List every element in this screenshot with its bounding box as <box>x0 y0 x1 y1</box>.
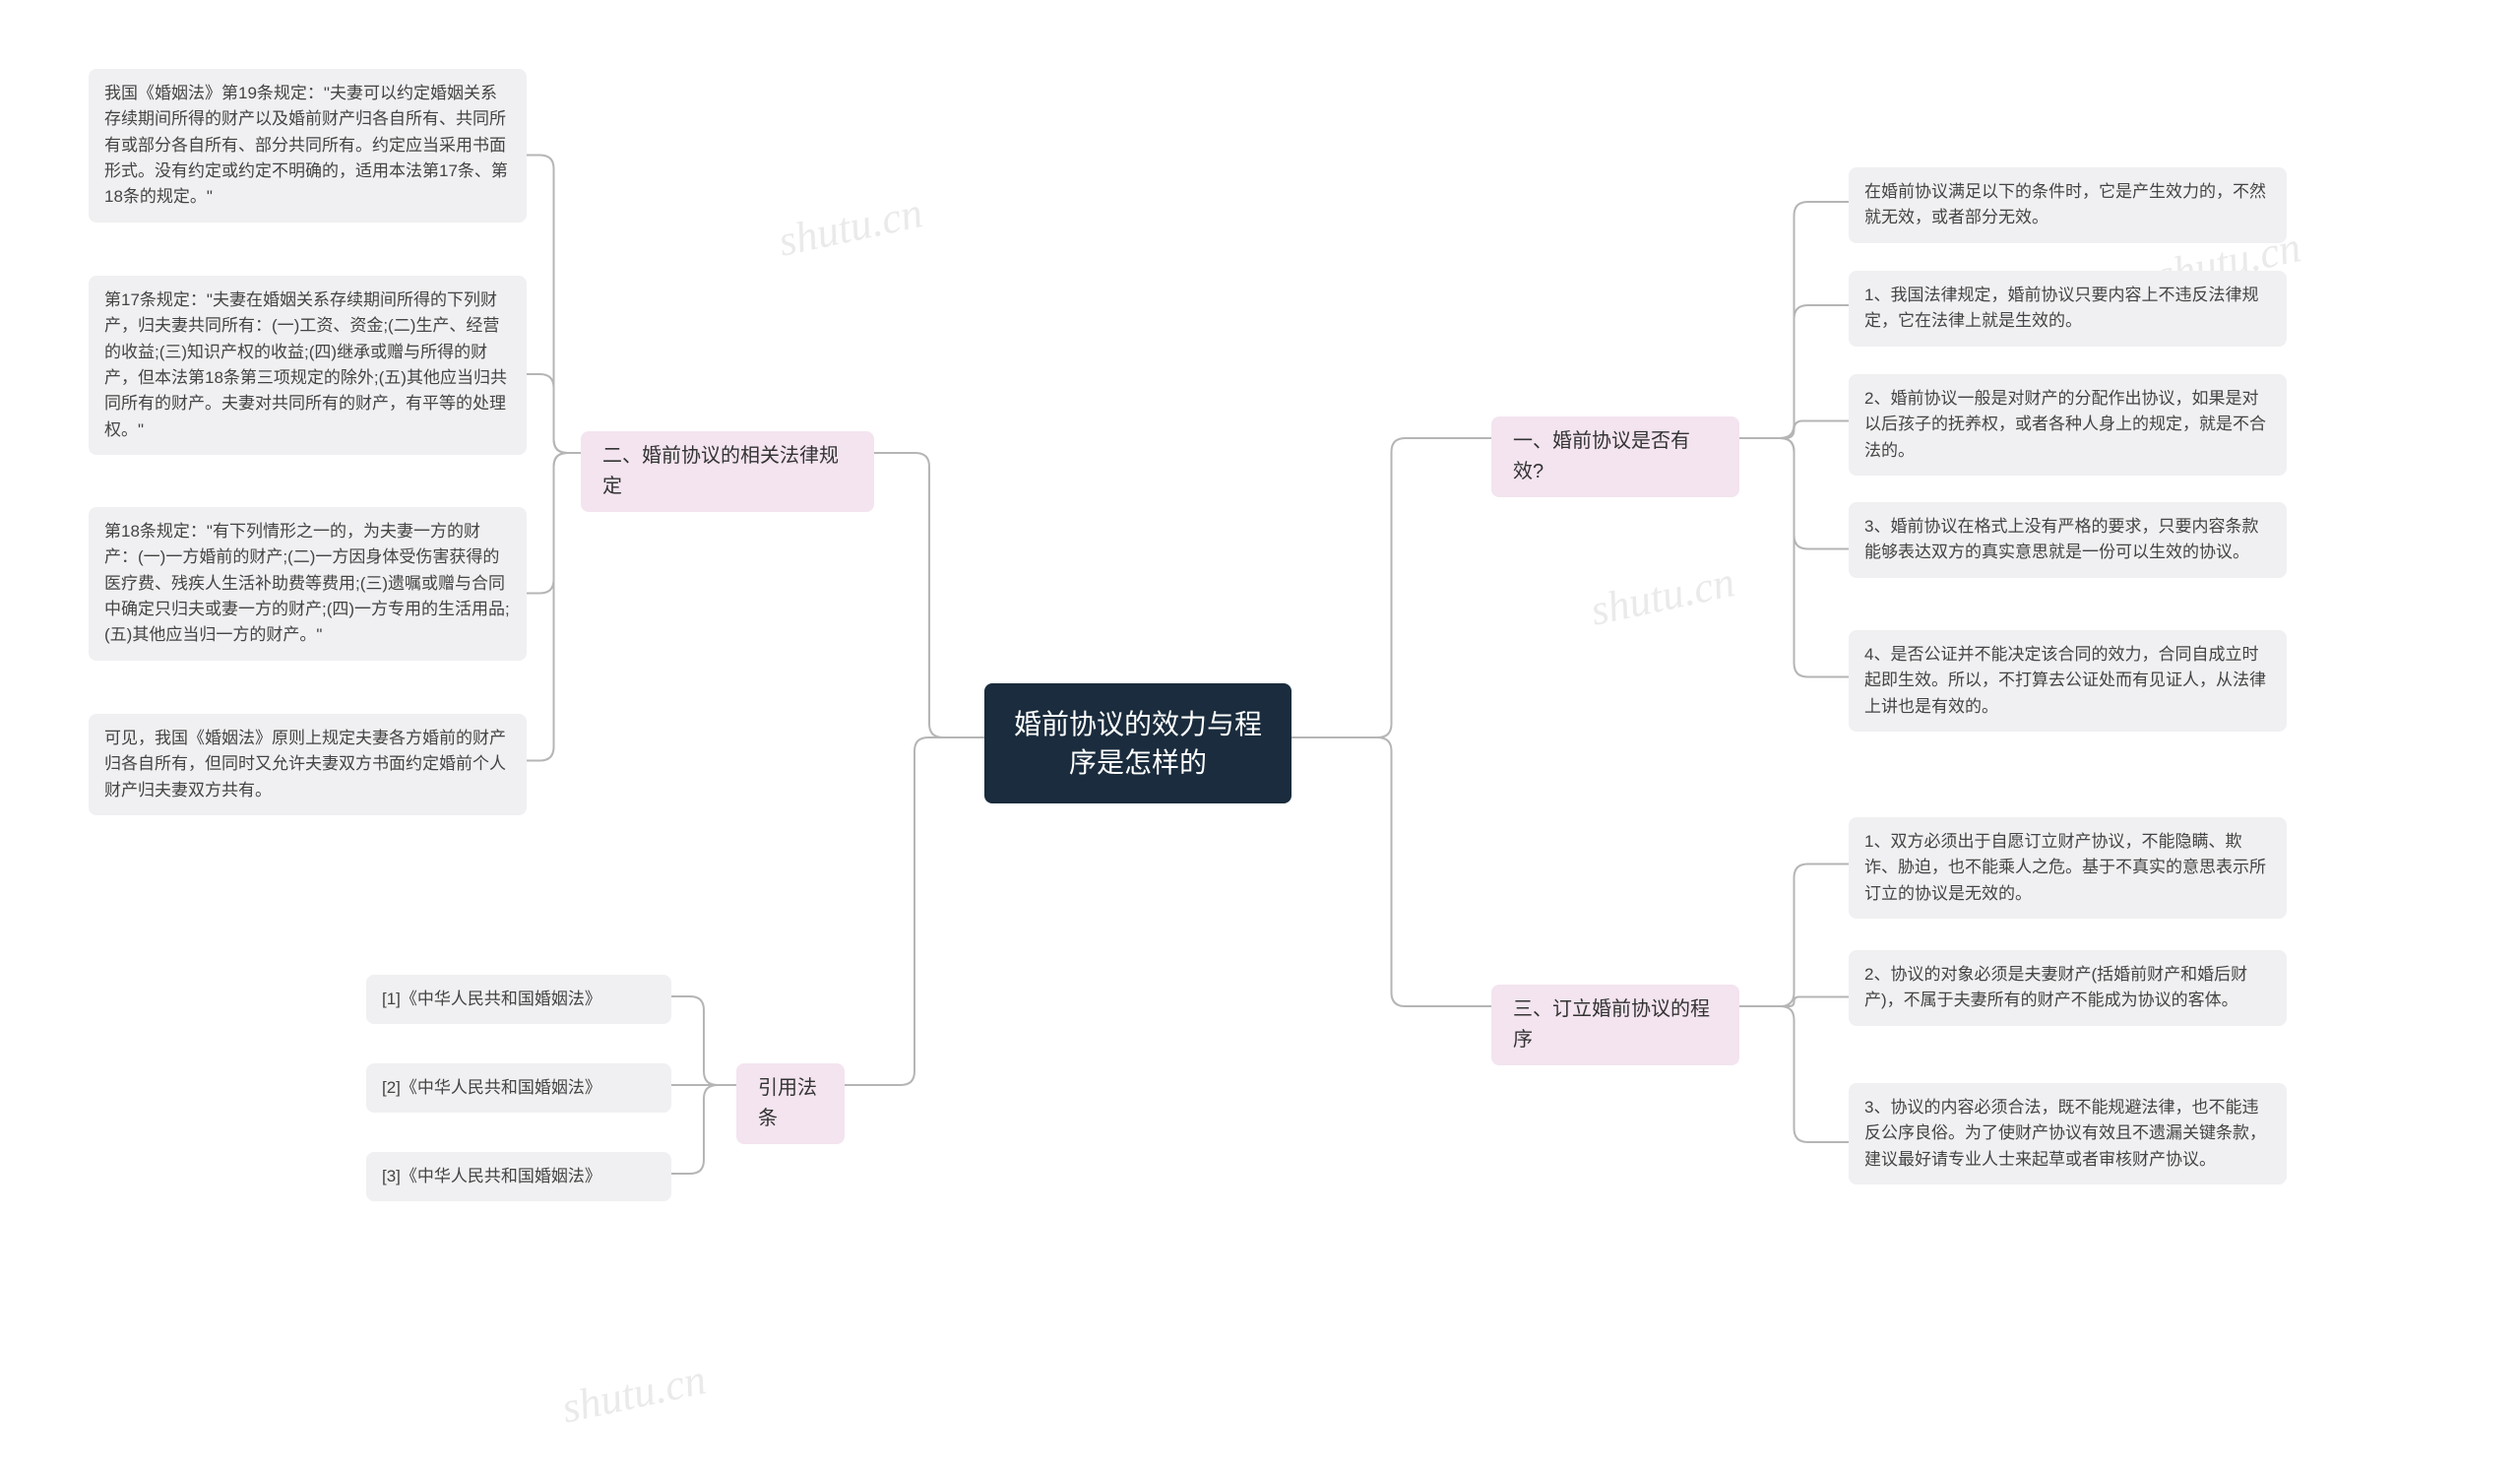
leaf-text: 3、协议的内容必须合法，既不能规避法律，也不能违反公序良俗。为了使财产协议有效且… <box>1864 1098 2266 1169</box>
branch-label: 一、婚前协议是否有效? <box>1513 430 1690 482</box>
leaf-text: 3、婚前协议在格式上没有严格的要求，只要内容条款能够表达双方的真实意思就是一份可… <box>1864 517 2258 561</box>
leaf-text: 我国《婚姻法》第19条规定："夫妻可以约定婚姻关系存续期间所得的财产以及婚前财产… <box>104 84 508 206</box>
branch-b3: 三、订立婚前协议的程序 <box>1491 985 1739 1065</box>
leaf-node: [3]《中华人民共和国婚姻法》 <box>366 1152 671 1201</box>
leaf-text: 第17条规定："夫妻在婚姻关系存续期间所得的下列财产，归夫妻共同所有：(一)工资… <box>104 290 507 439</box>
connector <box>1739 864 1849 1007</box>
leaf-text: 1、我国法律规定，婚前协议只要内容上不违反法律规定，它在法律上就是生效的。 <box>1864 286 2258 330</box>
leaf-node: 1、我国法律规定，婚前协议只要内容上不违反法律规定，它在法律上就是生效的。 <box>1849 271 2287 347</box>
connector <box>671 996 736 1085</box>
branch-label: 三、订立婚前协议的程序 <box>1513 998 1710 1051</box>
connector <box>527 453 581 761</box>
connector <box>1739 1006 1849 1142</box>
connector <box>671 1085 736 1174</box>
branch-b2: 二、婚前协议的相关法律规定 <box>581 431 874 512</box>
leaf-node: [1]《中华人民共和国婚姻法》 <box>366 975 671 1024</box>
leaf-node: 3、婚前协议在格式上没有严格的要求，只要内容条款能够表达双方的真实意思就是一份可… <box>1849 502 2287 578</box>
leaf-node: 3、协议的内容必须合法，既不能规避法律，也不能违反公序良俗。为了使财产协议有效且… <box>1849 1083 2287 1184</box>
leaf-node: 第18条规定："有下列情形之一的，为夫妻一方的财产：(一)一方婚前的财产;(二)… <box>89 507 527 661</box>
connector <box>1739 997 1849 1007</box>
leaf-text: 1、双方必须出于自愿订立财产协议，不能隐瞒、欺诈、胁迫，也不能乘人之危。基于不真… <box>1864 832 2266 903</box>
connector <box>874 453 984 737</box>
branch-b4: 引用法条 <box>736 1063 845 1144</box>
leaf-text: 可见，我国《婚姻法》原则上规定夫妻各方婚前的财产归各自所有，但同时又允许夫妻双方… <box>104 729 506 799</box>
root-node: 婚前协议的效力与程序是怎样的 <box>984 683 1292 803</box>
leaf-text: 4、是否公证并不能决定该合同的效力，合同自成立时起即生效。所以，不打算去公证处而… <box>1864 645 2266 716</box>
leaf-node: 可见，我国《婚姻法》原则上规定夫妻各方婚前的财产归各自所有，但同时又允许夫妻双方… <box>89 714 527 815</box>
branch-b1: 一、婚前协议是否有效? <box>1491 416 1739 497</box>
branch-label: 二、婚前协议的相关法律规定 <box>602 445 839 497</box>
root-label: 婚前协议的效力与程序是怎样的 <box>1014 709 1262 778</box>
leaf-text: [2]《中华人民共和国婚姻法》 <box>382 1078 601 1097</box>
connector <box>1292 737 1491 1006</box>
connector <box>1739 438 1849 677</box>
leaf-node: 2、婚前协议一般是对财产的分配作出协议，如果是对以后孩子的抚养权，或者各种人身上… <box>1849 374 2287 476</box>
leaf-text: [1]《中华人民共和国婚姻法》 <box>382 990 601 1008</box>
connector <box>1292 438 1491 737</box>
connector <box>845 737 984 1085</box>
leaf-node: 第17条规定："夫妻在婚姻关系存续期间所得的下列财产，归夫妻共同所有：(一)工资… <box>89 276 527 455</box>
leaf-text: 2、婚前协议一般是对财产的分配作出协议，如果是对以后孩子的抚养权，或者各种人身上… <box>1864 389 2266 460</box>
leaf-node: 我国《婚姻法》第19条规定："夫妻可以约定婚姻关系存续期间所得的财产以及婚前财产… <box>89 69 527 223</box>
connector <box>527 374 581 453</box>
leaf-node: 在婚前协议满足以下的条件时，它是产生效力的，不然就无效，或者部分无效。 <box>1849 167 2287 243</box>
connector <box>1739 438 1849 549</box>
leaf-node: [2]《中华人民共和国婚姻法》 <box>366 1063 671 1113</box>
connector <box>527 156 581 454</box>
connector <box>1739 421 1849 439</box>
branch-label: 引用法条 <box>758 1077 817 1129</box>
connector <box>1739 305 1849 438</box>
leaf-node: 2、协议的对象必须是夫妻财产(括婚前财产和婚后财产)，不属于夫妻所有的财产不能成… <box>1849 950 2287 1026</box>
leaf-node: 1、双方必须出于自愿订立财产协议，不能隐瞒、欺诈、胁迫，也不能乘人之危。基于不真… <box>1849 817 2287 919</box>
watermark: shutu.cn <box>774 187 926 267</box>
leaf-text: 第18条规定："有下列情形之一的，为夫妻一方的财产：(一)一方婚前的财产;(二)… <box>104 522 510 644</box>
connector <box>1739 202 1849 438</box>
leaf-text: 2、协议的对象必须是夫妻财产(括婚前财产和婚后财产)，不属于夫妻所有的财产不能成… <box>1864 965 2247 1009</box>
leaf-text: [3]《中华人民共和国婚姻法》 <box>382 1167 601 1185</box>
watermark: shutu.cn <box>557 1354 710 1434</box>
leaf-node: 4、是否公证并不能决定该合同的效力，合同自成立时起即生效。所以，不打算去公证处而… <box>1849 630 2287 732</box>
connector <box>527 453 581 594</box>
watermark: shutu.cn <box>1586 556 1738 636</box>
leaf-text: 在婚前协议满足以下的条件时，它是产生效力的，不然就无效，或者部分无效。 <box>1864 182 2266 226</box>
